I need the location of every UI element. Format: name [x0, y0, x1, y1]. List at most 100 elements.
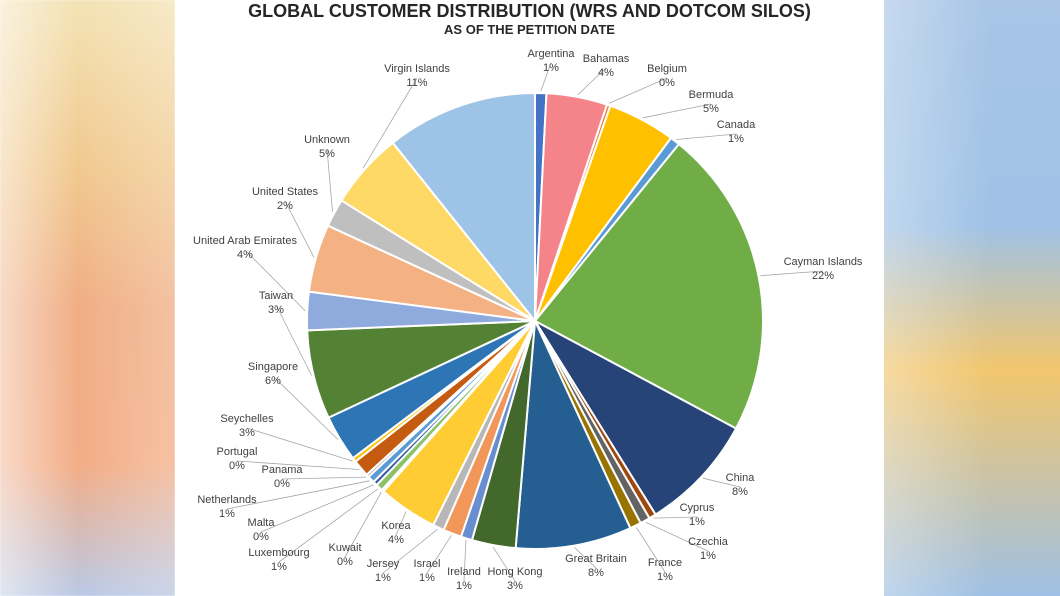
slice-percent-label: 2%	[277, 200, 293, 212]
leader-line	[395, 511, 407, 536]
slice-label: Panama	[262, 464, 304, 476]
slice-percent-label: 3%	[507, 580, 523, 592]
slice-percent-label: 4%	[598, 67, 614, 79]
slice-label: Israel	[414, 558, 441, 570]
leader-line	[272, 375, 339, 440]
leader-line	[278, 488, 379, 563]
slice-label: Argentina	[527, 48, 575, 60]
presentation-slide: GLOBAL CUSTOMER DISTRIBUTION (WRS AND DO…	[175, 0, 884, 596]
slice-percent-label: 1%	[419, 572, 435, 584]
pie-slice	[533, 142, 764, 430]
slice-label: United Arab Emirates	[193, 235, 297, 247]
slice-labels: Argentina 1% Bahamas 4% Belgium 0% Bermuda 5% Ca…	[193, 48, 863, 592]
pie-slice	[391, 91, 536, 324]
slice-label: Bahamas	[583, 53, 630, 65]
slice-percent-label: 4%	[388, 534, 404, 546]
slice-percent-label: 11%	[406, 77, 427, 89]
slice-label: Jersey	[367, 558, 400, 570]
pie-chart: Argentina 1% Bahamas 4% Belgium 0% Bermuda 5% Ca…	[193, 48, 863, 592]
slice-percent-label: 6%	[265, 375, 281, 387]
leader-line	[642, 103, 712, 119]
slice-label: Luxembourg	[248, 547, 309, 559]
slice-label: United States	[252, 186, 319, 198]
slice-percent-label: 5%	[703, 103, 719, 115]
slice-label: Bermuda	[689, 89, 735, 101]
leader-line	[492, 546, 516, 582]
slice-percent-label: 4%	[237, 249, 253, 261]
slice-label: Belgium	[647, 63, 687, 75]
slice-percent-label: 22%	[812, 270, 834, 282]
slice-label: Cyprus	[680, 502, 715, 514]
slice-label: Unknown	[304, 134, 350, 146]
slice-percent-label: 1%	[728, 133, 744, 145]
slice-percent-label: 1%	[543, 62, 559, 74]
slice-label: Seychelles	[220, 413, 274, 425]
slice-label: Ireland	[447, 566, 481, 578]
slice-label: Portugal	[217, 446, 258, 458]
slice-label: Singapore	[248, 361, 298, 373]
slice-percent-label: 0%	[229, 460, 245, 472]
slice-label: Kuwait	[328, 542, 361, 554]
leader-line	[236, 460, 360, 470]
slice-percent-label: 0%	[253, 531, 269, 543]
leader-line	[636, 527, 666, 573]
slice-percent-label: 0%	[274, 478, 290, 490]
slice-label: Virgin Islands	[384, 63, 450, 75]
slice-label: Czechia	[688, 536, 729, 548]
slice-percent-label: 1%	[271, 561, 287, 573]
slice-label: Great Britain	[565, 553, 627, 565]
leader-line	[760, 270, 824, 277]
slice-label: Hong Kong	[487, 566, 542, 578]
slice-label: Korea	[381, 520, 411, 532]
leader-line	[463, 540, 467, 582]
slice-label: Cayman Islands	[784, 256, 863, 268]
slice-label: China	[726, 472, 756, 484]
leader-lines	[226, 62, 824, 582]
slice-label: Canada	[717, 119, 756, 131]
slice-percent-label: 0%	[337, 556, 353, 568]
slice-label: Taiwan	[259, 290, 293, 302]
slice-percent-label: 1%	[456, 580, 472, 592]
leader-line	[609, 77, 668, 104]
chart-title: GLOBAL CUSTOMER DISTRIBUTION (WRS AND DO…	[248, 1, 811, 21]
slice-percent-label: 1%	[375, 572, 391, 584]
leader-line	[676, 133, 737, 140]
chart-subtitle: AS OF THE PETITION DATE	[444, 22, 615, 37]
slice-percent-label: 1%	[657, 571, 673, 583]
leader-line	[382, 528, 438, 574]
leader-line	[574, 547, 597, 569]
leader-line	[426, 535, 452, 574]
slice-percent-label: 3%	[268, 304, 284, 316]
pie-slice	[514, 317, 632, 550]
slice-label: France	[648, 557, 682, 569]
slice-percent-label: 3%	[239, 427, 255, 439]
leader-line	[577, 67, 607, 96]
slice-percent-label: 8%	[732, 486, 748, 498]
slice-percent-label: 1%	[689, 516, 705, 528]
leader-line	[702, 477, 741, 488]
pie-slice	[532, 318, 738, 516]
slice-percent-label: 5%	[319, 148, 335, 160]
leader-line	[260, 484, 374, 533]
leader-line	[344, 491, 382, 558]
leader-line	[244, 249, 306, 312]
slice-percent-label: 1%	[219, 508, 235, 520]
leader-line	[653, 516, 698, 519]
slice-label: Netherlands	[197, 494, 257, 506]
leader-line	[284, 200, 315, 258]
slice-percent-label: 1%	[700, 550, 716, 562]
leader-line	[246, 427, 353, 462]
pie-slices	[306, 91, 764, 550]
leader-line	[275, 304, 312, 376]
leader-line	[226, 480, 370, 510]
slice-percent-label: 0%	[659, 77, 675, 89]
slice-percent-label: 8%	[588, 567, 604, 579]
leader-line	[362, 77, 418, 169]
leader-line	[281, 476, 367, 480]
leader-line	[540, 62, 552, 92]
leader-line	[326, 148, 333, 212]
background-right-panel	[884, 0, 1060, 596]
slice-label: Malta	[248, 517, 276, 529]
background-left-panel	[0, 0, 175, 596]
leader-line	[645, 522, 709, 552]
